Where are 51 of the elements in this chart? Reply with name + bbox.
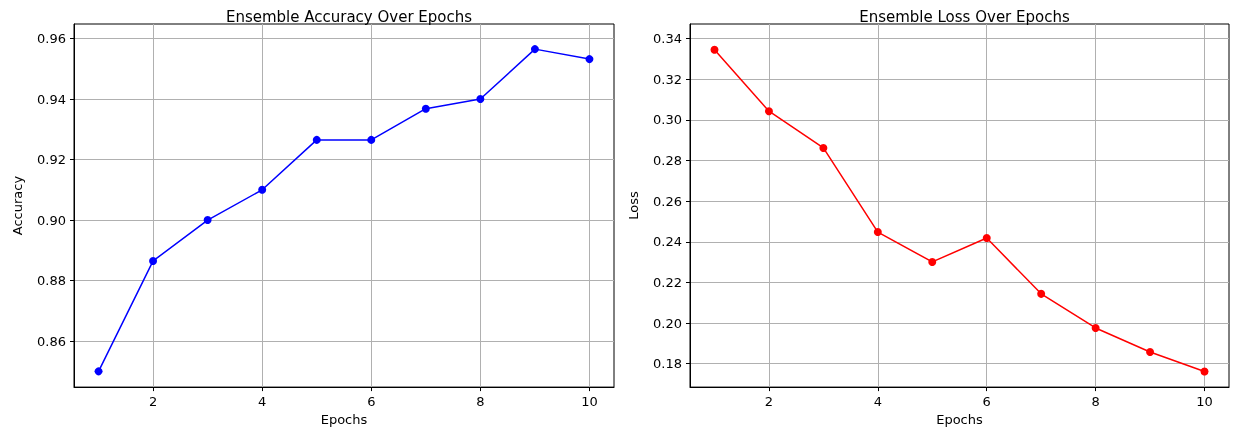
- y-tick-label: 0.32: [653, 71, 682, 87]
- y-tick-label: 0.34: [653, 31, 682, 47]
- point: [258, 185, 267, 194]
- point: [764, 107, 773, 116]
- y-tick-label: 0.94: [37, 91, 66, 107]
- y-tick-label: 0.24: [653, 234, 682, 250]
- point: [203, 216, 212, 225]
- point: [873, 228, 882, 237]
- point: [1091, 323, 1100, 332]
- chart-title: Ensemble Accuracy Over Epochs: [225, 7, 473, 26]
- point: [1037, 289, 1046, 298]
- x-tick-label: 8: [1091, 394, 1100, 410]
- y-tick-label: 0.96: [37, 31, 66, 47]
- point: [149, 256, 158, 265]
- point: [982, 233, 991, 242]
- y-tick-label: 0.90: [37, 212, 66, 228]
- point: [1200, 367, 1209, 376]
- point: [585, 55, 594, 64]
- x-tick-label: 2: [764, 394, 774, 410]
- point: [530, 45, 539, 54]
- x-tick-label: 4: [258, 394, 267, 410]
- y-tick-label: 0.26: [653, 193, 682, 209]
- point: [1146, 347, 1155, 356]
- x-tick-label: 8: [476, 394, 485, 410]
- y-axis-title: Loss: [626, 191, 641, 220]
- y-tick-label: 0.86: [37, 333, 66, 349]
- y-axis-title: Accuracy: [10, 175, 25, 236]
- chart-title: Ensemble Loss Over Epochs: [859, 7, 1070, 26]
- x-tick-label: 10: [581, 394, 598, 410]
- x-tick-label: 6: [982, 394, 991, 410]
- y-tick-label: 0.88: [37, 273, 66, 289]
- x-axis-title: Epochs: [320, 412, 368, 427]
- x-tick-label: 2: [148, 394, 158, 410]
- point: [819, 143, 828, 152]
- x-axis-title: Epochs: [936, 412, 984, 427]
- x-tick-label: 10: [1196, 394, 1213, 410]
- y-tick-label: 0.18: [653, 356, 682, 372]
- x-tick-label: 6: [367, 394, 376, 410]
- y-tick-label: 0.92: [37, 152, 66, 168]
- point: [421, 104, 430, 113]
- y-tick-label: 0.22: [653, 274, 682, 290]
- point: [710, 45, 719, 54]
- y-tick-label: 0.30: [653, 112, 682, 128]
- point: [367, 135, 376, 144]
- y-tick-label: 0.28: [653, 153, 682, 169]
- x-tick-label: 4: [873, 394, 882, 410]
- y-tick-label: 0.20: [653, 315, 682, 331]
- point: [476, 95, 485, 104]
- point: [312, 135, 321, 144]
- point: [928, 257, 937, 266]
- point: [94, 367, 103, 376]
